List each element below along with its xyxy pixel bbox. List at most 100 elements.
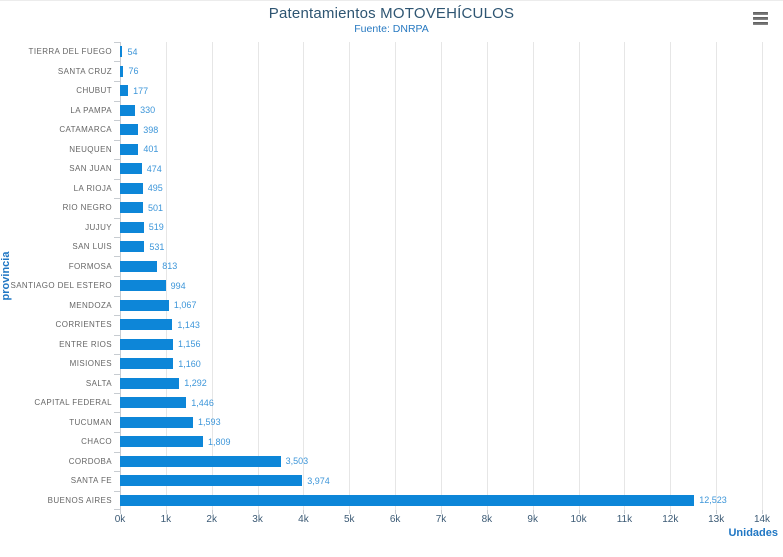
bar-san-juan[interactable] bbox=[120, 163, 142, 175]
bar-buenos-aires[interactable] bbox=[120, 494, 695, 506]
bar-formosa[interactable] bbox=[120, 260, 158, 272]
bar-misiones[interactable] bbox=[120, 358, 174, 370]
bar-value-label: 1,292 bbox=[184, 378, 207, 389]
bar-entre-rios[interactable] bbox=[120, 338, 173, 350]
chart-subtitle: Fuente: DNRPA bbox=[354, 23, 429, 35]
bar-rio-negro[interactable] bbox=[120, 202, 143, 214]
category-label: JUJUY bbox=[85, 222, 112, 232]
bar-row: 813 bbox=[120, 257, 762, 277]
bar-row: 54 bbox=[120, 42, 762, 62]
x-tick-mark bbox=[257, 510, 259, 514]
gridline bbox=[257, 42, 259, 510]
x-tick-mark bbox=[303, 510, 305, 514]
bar-row: 1,593 bbox=[120, 413, 762, 433]
bar-row: 76 bbox=[120, 62, 762, 82]
x-tick-label: 10k bbox=[570, 514, 587, 525]
bar-row: 398 bbox=[120, 120, 762, 140]
bar-value-label: 1,809 bbox=[207, 436, 231, 447]
bar-row: 1,809 bbox=[120, 432, 762, 452]
category-axis-labels: TIERRA DEL FUEGO SANTA CRUZ CHUBUT LA PAMPA… bbox=[0, 42, 112, 510]
bar-neuquen[interactable] bbox=[120, 143, 139, 155]
bar-row: 177 bbox=[120, 81, 762, 101]
bar-value-label: 994 bbox=[170, 280, 186, 291]
bar-capital-federal[interactable] bbox=[120, 397, 187, 409]
y-tick-mark bbox=[114, 139, 120, 141]
bar-value-label: 1,446 bbox=[191, 397, 214, 408]
bar-row: 1,446 bbox=[120, 393, 762, 413]
category-label: LA RIOJA bbox=[73, 183, 112, 193]
bar-corrientes[interactable] bbox=[120, 319, 173, 331]
category-label: SANTA FE bbox=[70, 476, 112, 486]
bar-santa-cruz[interactable] bbox=[120, 65, 124, 77]
x-tick-label: 14k bbox=[753, 514, 771, 525]
bar-series: 54 76 177 330 398 401 474 495 501 519 531 813 994 1,0… bbox=[120, 42, 762, 510]
bar-chubut[interactable] bbox=[120, 85, 129, 97]
bar-row: 1,067 bbox=[120, 296, 762, 316]
bar-row: 531 bbox=[120, 237, 762, 257]
y-tick-mark bbox=[114, 334, 120, 336]
x-tick-mark bbox=[716, 510, 718, 514]
y-tick-mark bbox=[114, 509, 120, 510]
bar-santiago-del-estero[interactable] bbox=[120, 280, 166, 292]
bar-tucuman[interactable] bbox=[120, 416, 194, 428]
bar-tierra-del-fuego[interactable] bbox=[120, 46, 123, 58]
y-tick-mark bbox=[114, 80, 120, 82]
x-tick-mark bbox=[441, 510, 442, 514]
category-label: NEUQUEN bbox=[69, 144, 112, 154]
bar-cordoba[interactable] bbox=[120, 455, 281, 467]
category-label: SANTA CRUZ bbox=[57, 66, 112, 76]
bar-catamarca[interactable] bbox=[120, 124, 139, 136]
x-tick-mark bbox=[578, 510, 580, 514]
category-label: SANTIAGO DEL ESTERO bbox=[10, 281, 112, 291]
gridline bbox=[762, 42, 763, 510]
plot-area: 54 76 177 330 398 401 474 495 501 519 531 813 994 1,0… bbox=[120, 42, 763, 510]
bar-la-pampa[interactable] bbox=[120, 104, 136, 116]
bar-value-label: 813 bbox=[162, 261, 178, 272]
bar-salta[interactable] bbox=[120, 377, 180, 389]
bar-mendoza[interactable] bbox=[120, 299, 169, 311]
bar-san-luis[interactable] bbox=[120, 241, 145, 253]
x-tick-mark bbox=[670, 510, 672, 514]
bar-value-label: 501 bbox=[147, 202, 163, 213]
category-label: FORMOSA bbox=[68, 261, 112, 271]
x-tick-mark bbox=[120, 510, 121, 514]
x-axis-ticks bbox=[120, 510, 763, 514]
bar-row: 495 bbox=[120, 179, 762, 199]
bar-row: 1,292 bbox=[120, 374, 762, 394]
y-tick-mark bbox=[114, 276, 120, 277]
hamburger-icon bbox=[752, 21, 768, 25]
gridline bbox=[165, 42, 167, 510]
bar-jujuy[interactable] bbox=[120, 221, 144, 233]
bar-value-label: 1,593 bbox=[198, 417, 221, 428]
x-tick-label: 13k bbox=[708, 514, 725, 525]
gridline bbox=[716, 42, 718, 510]
category-label: LA PAMPA bbox=[70, 105, 112, 115]
bar-value-label: 398 bbox=[143, 124, 159, 135]
chart-title: Patentamientos MOTOVEHÍCULOS bbox=[268, 5, 515, 22]
x-tick-label: 0k bbox=[114, 514, 126, 525]
bar-chaco[interactable] bbox=[120, 436, 203, 448]
bar-value-label: 519 bbox=[148, 222, 164, 233]
bar-la-rioja[interactable] bbox=[120, 182, 143, 194]
bar-value-label: 12,523 bbox=[699, 495, 727, 506]
bar-row: 3,974 bbox=[120, 471, 762, 491]
x-tick-mark bbox=[349, 510, 351, 514]
gridline bbox=[395, 42, 397, 510]
y-tick-mark bbox=[114, 295, 120, 297]
y-tick-mark bbox=[114, 432, 120, 433]
x-tick-mark bbox=[165, 510, 167, 514]
category-label: BUENOS AIRES bbox=[47, 495, 112, 505]
bar-santa-fe[interactable] bbox=[120, 475, 303, 487]
category-label: SAN LUIS bbox=[72, 242, 112, 252]
bar-value-label: 474 bbox=[146, 163, 162, 174]
bar-value-label: 3,974 bbox=[307, 475, 330, 486]
x-tick-mark bbox=[486, 510, 488, 514]
x-axis-title: Unidades bbox=[728, 527, 778, 539]
bar-row: 1,156 bbox=[120, 335, 762, 355]
export-menu-button[interactable] bbox=[749, 9, 771, 27]
y-tick-mark bbox=[114, 373, 120, 375]
y-axis-line bbox=[120, 42, 121, 510]
bar-value-label: 1,160 bbox=[178, 358, 201, 369]
hamburger-icon bbox=[752, 16, 768, 20]
x-tick-label: 11k bbox=[616, 514, 633, 525]
